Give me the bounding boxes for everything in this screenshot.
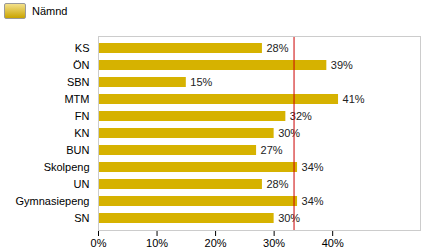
svg-text:MTM: MTM <box>64 93 89 105</box>
svg-text:41%: 41% <box>343 93 365 105</box>
svg-text:32%: 32% <box>290 110 312 122</box>
svg-text:34%: 34% <box>302 161 324 173</box>
svg-text:39%: 39% <box>331 59 353 71</box>
svg-text:KN: KN <box>74 127 89 139</box>
svg-text:30%: 30% <box>278 212 300 224</box>
svg-text:Skolpeng: Skolpeng <box>44 161 90 173</box>
svg-text:34%: 34% <box>302 195 324 207</box>
svg-text:30%: 30% <box>263 237 285 249</box>
svg-text:20%: 20% <box>205 237 227 249</box>
svg-text:Gymnasiepeng: Gymnasiepeng <box>16 195 90 207</box>
svg-text:UN: UN <box>74 178 90 190</box>
svg-text:27%: 27% <box>261 144 283 156</box>
svg-text:SBN: SBN <box>67 76 90 88</box>
html-text:Nämnd: Nämnd <box>32 5 68 17</box>
svg-text:ÖN: ÖN <box>73 59 90 71</box>
svg-text:KS: KS <box>75 42 90 54</box>
svg-text:SN: SN <box>74 212 89 224</box>
svg-text:28%: 28% <box>266 178 288 190</box>
svg-text:15%: 15% <box>190 76 212 88</box>
svg-text:0%: 0% <box>91 237 107 249</box>
svg-text:FN: FN <box>75 110 90 122</box>
svg-text:40%: 40% <box>322 237 344 249</box>
svg-text:10%: 10% <box>146 237 168 249</box>
svg-text:28%: 28% <box>266 42 288 54</box>
svg-text:30%: 30% <box>278 127 300 139</box>
svg-text:BUN: BUN <box>66 144 89 156</box>
